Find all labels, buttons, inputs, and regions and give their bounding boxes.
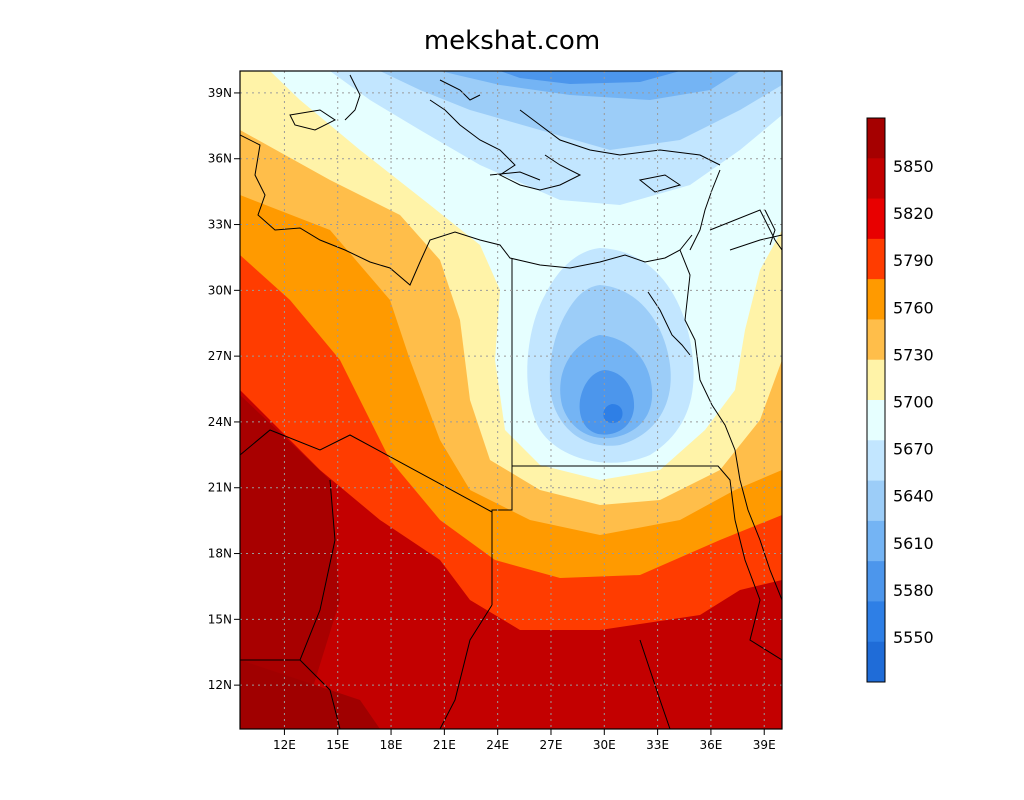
colorbar-label: 5790: [893, 251, 934, 270]
page-title: mekshat.com: [423, 26, 601, 56]
colorbar: 5850 5820 5790 5760 5730 5700 5670 5640 5610 5580…: [866, 117, 934, 683]
lat-tick-label: 21N: [208, 481, 232, 495]
colorbar-swatch: [867, 158, 885, 200]
lon-tick-label: 21E: [433, 738, 456, 752]
lat-tick-label: 27N: [208, 349, 232, 363]
coastlines: [240, 74, 782, 601]
colorbar-label: 5550: [893, 628, 934, 647]
colorbar-swatch: [867, 561, 885, 602]
colorbar-swatch: [867, 601, 885, 643]
lon-tick-label: 18E: [380, 738, 403, 752]
colorbar-label: 5730: [893, 345, 934, 364]
colorbar-swatch: [867, 440, 885, 482]
colorbar-swatch: [867, 359, 885, 401]
lon-tick-label: 24E: [486, 738, 509, 752]
colorbar-label: 5760: [893, 298, 934, 317]
lat-tick-label: 36N: [208, 152, 232, 166]
colorbar-swatch: [867, 198, 885, 240]
colorbar-swatch: [867, 400, 885, 441]
lon-tick-label: 36E: [699, 738, 722, 752]
colorbar-frame: [866, 117, 886, 683]
contour-fill: [240, 71, 782, 729]
colorbar-swatch: [867, 641, 885, 683]
colorbar-swatch: [867, 520, 885, 562]
lon-tick-label: 30E: [593, 738, 616, 752]
colorbar-swatch: [867, 279, 885, 320]
lon-tick-label: 33E: [646, 738, 669, 752]
colorbar-label: 5820: [893, 204, 934, 223]
graticule: [240, 71, 782, 729]
latitude-tick-labels: 12N 15N 18N 21N 24N 27N 30N 33N 36N 39N: [208, 86, 240, 692]
colorbar-label: 5700: [893, 393, 934, 412]
country-borders: [240, 209, 782, 729]
lat-tick-label: 39N: [208, 86, 232, 100]
low-center: [603, 404, 623, 424]
colorbar-label: 5670: [893, 440, 934, 459]
lon-tick-label: 15E: [326, 738, 349, 752]
lat-tick-label: 15N: [208, 612, 232, 626]
lat-tick-label: 18N: [208, 547, 232, 561]
colorbar-swatch: [867, 238, 885, 280]
lon-tick-label: 27E: [540, 738, 563, 752]
lat-tick-label: 30N: [208, 283, 232, 297]
colorbar-swatch: [867, 319, 885, 361]
lon-tick-label: 39E: [753, 738, 776, 752]
colorbar-label: 5850: [893, 157, 934, 176]
map-frame: [239, 70, 783, 730]
lat-tick-label: 24N: [208, 415, 232, 429]
colorbar-swatch: [867, 480, 885, 522]
lon-tick-label: 12E: [273, 738, 296, 752]
colorbar-label: 5610: [893, 534, 934, 553]
colorbar-swatch: [867, 118, 885, 159]
band-5880: [240, 395, 340, 729]
colorbar-label: 5640: [893, 487, 934, 506]
longitude-tick-labels: 12E 15E 18E 21E 24E 27E 30E 33E 36E 39E: [273, 729, 776, 752]
colorbar-label: 5580: [893, 581, 934, 600]
lat-tick-label: 33N: [208, 218, 232, 232]
lat-tick-label: 12N: [208, 678, 232, 692]
